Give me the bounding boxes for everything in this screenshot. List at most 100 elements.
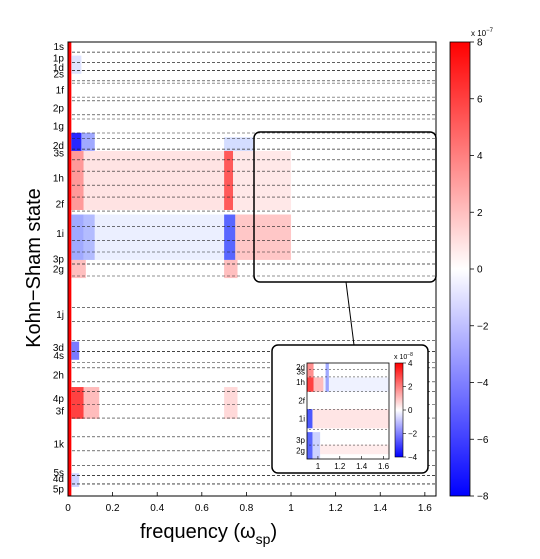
inset-heatmap-cells [307,363,389,459]
heatmap-cell [83,214,95,260]
inset-colorbar-tick-label: 4 [408,359,413,368]
x-tick-label: 1.4 [373,503,387,514]
colorbar-tick-label: −6 [477,435,489,446]
colorbar-tick-label: −2 [477,321,489,332]
heatmap-cell [235,214,292,260]
state-label: 3f [56,407,65,418]
zoom-region-box [253,131,437,283]
heatmap-cell [71,341,80,360]
state-label: 2g [53,265,64,276]
state-label: 4d [53,474,64,485]
heatmap-cell [71,259,86,279]
state-label: 1h [53,174,64,185]
state-label: 2f [56,200,65,211]
inset-heatmap-cell [320,444,389,455]
state-label: 5s [53,468,64,479]
state-label: 2s [53,69,64,80]
heatmap-cell [224,150,234,210]
state-label: 1p [53,53,65,64]
state-label: 3d [53,343,64,354]
inset-heatmap-cell [307,409,313,429]
state-label: 3p [53,255,65,266]
heatmap-cell [81,132,95,151]
colorbar-tick-label: −8 [477,492,489,503]
heatmap-cell [224,137,254,151]
inset-state-label: 1i [299,415,305,424]
inset-heatmap-cell [323,377,389,392]
inset-heatmap-cell [307,377,314,392]
colorbar-tick-label: −4 [477,378,489,389]
inset-heatmap-cell [312,432,321,459]
inset-state-label: 2g [296,446,305,455]
x-tick-label: 1 [288,503,294,514]
heatmap-cell [94,214,225,260]
state-label: 2d [53,141,64,152]
inset-heatmap-cell [313,377,324,392]
x-tick-label: 0.2 [106,503,120,514]
x-tick-label: 0.4 [150,503,164,514]
inset-x-tick-label: 1.4 [356,462,368,471]
heatmap-cell [71,387,84,419]
inset-state-label: 1h [296,378,305,387]
heatmap-cell [71,473,80,487]
inset-colorbar-tick-label: 0 [408,406,413,415]
heatmap-cell [71,55,82,74]
colorbar-scale-label: x 10−7 [471,28,494,38]
heatmap-cell [83,150,225,210]
state-label: 4p [53,394,65,405]
colorbar: 8 6 4 2 0 −2 −4 −6 −8 x 10−7 [449,28,494,503]
state-label: 1i [56,229,64,240]
x-tick-label: 1.2 [329,503,343,514]
inset-heatmap-cell [312,409,389,429]
heatmap-cell [68,42,72,496]
colorbar-tick-label: 4 [477,151,483,162]
inset-colorbar-scale-label: x 10−8 [394,352,413,361]
heatmap-cell [224,259,238,279]
inset-colorbar-tick-label: −4 [408,453,418,462]
colorbar-ticks: 8 6 4 2 0 −2 −4 −6 −8 [470,38,489,503]
inset-colorbar [394,362,404,458]
x-tick-label: 0 [65,503,71,514]
inset-colorbar-ticks: 4 2 0 −2 −4 [403,359,418,462]
zoom-connector-line [345,281,355,346]
x-tick-label: 1.6 [418,503,432,514]
inset-plot-frame [306,362,390,460]
inset-x-axis: 1 1.2 1.4 1.6 [316,456,390,471]
state-label: 1k [53,439,65,450]
state-label: 4s [53,351,64,362]
colorbar-tick-label: 0 [477,265,483,276]
state-label: 1d [53,63,64,74]
heatmap-cells [68,42,292,496]
heatmap-cell [71,132,82,151]
heatmap-cell [71,150,84,210]
y-axis-label: Kohn−Sham state [23,188,45,348]
inset-x-tick-label: 1.2 [334,462,346,471]
inset-colorbar-tick-label: −2 [408,430,418,439]
state-label: 1j [56,310,64,321]
inset-x-tick-label: 1 [316,462,321,471]
inset-heatmap-cell [307,363,314,378]
colorbar-tick-label: 2 [477,208,483,219]
heatmap-cell [83,387,100,419]
heatmap-cell [224,387,238,419]
state-label: 2h [53,370,64,381]
inset-state-label: 3p [296,436,305,445]
state-label: 5p [53,485,65,496]
inset-state-label: 3s [297,368,305,377]
inset-x-tick-label: 1.6 [378,462,390,471]
state-label: 2p [53,103,65,114]
colorbar-gradient [449,41,471,497]
state-label: 1g [53,121,64,132]
heatmap-cell [71,214,84,260]
inset-colorbar-tick-label: 2 [408,383,413,392]
colorbar-tick-label: 8 [477,38,483,49]
x-axis-label: frequency (ωsp) [140,521,277,547]
heatmap-cell [224,214,236,260]
state-label: 3s [53,148,64,159]
x-axis: 0 0.2 0.4 0.6 0.8 1 1.2 1.4 1.6 [65,492,432,514]
inset-heatmap-cell [325,363,329,392]
